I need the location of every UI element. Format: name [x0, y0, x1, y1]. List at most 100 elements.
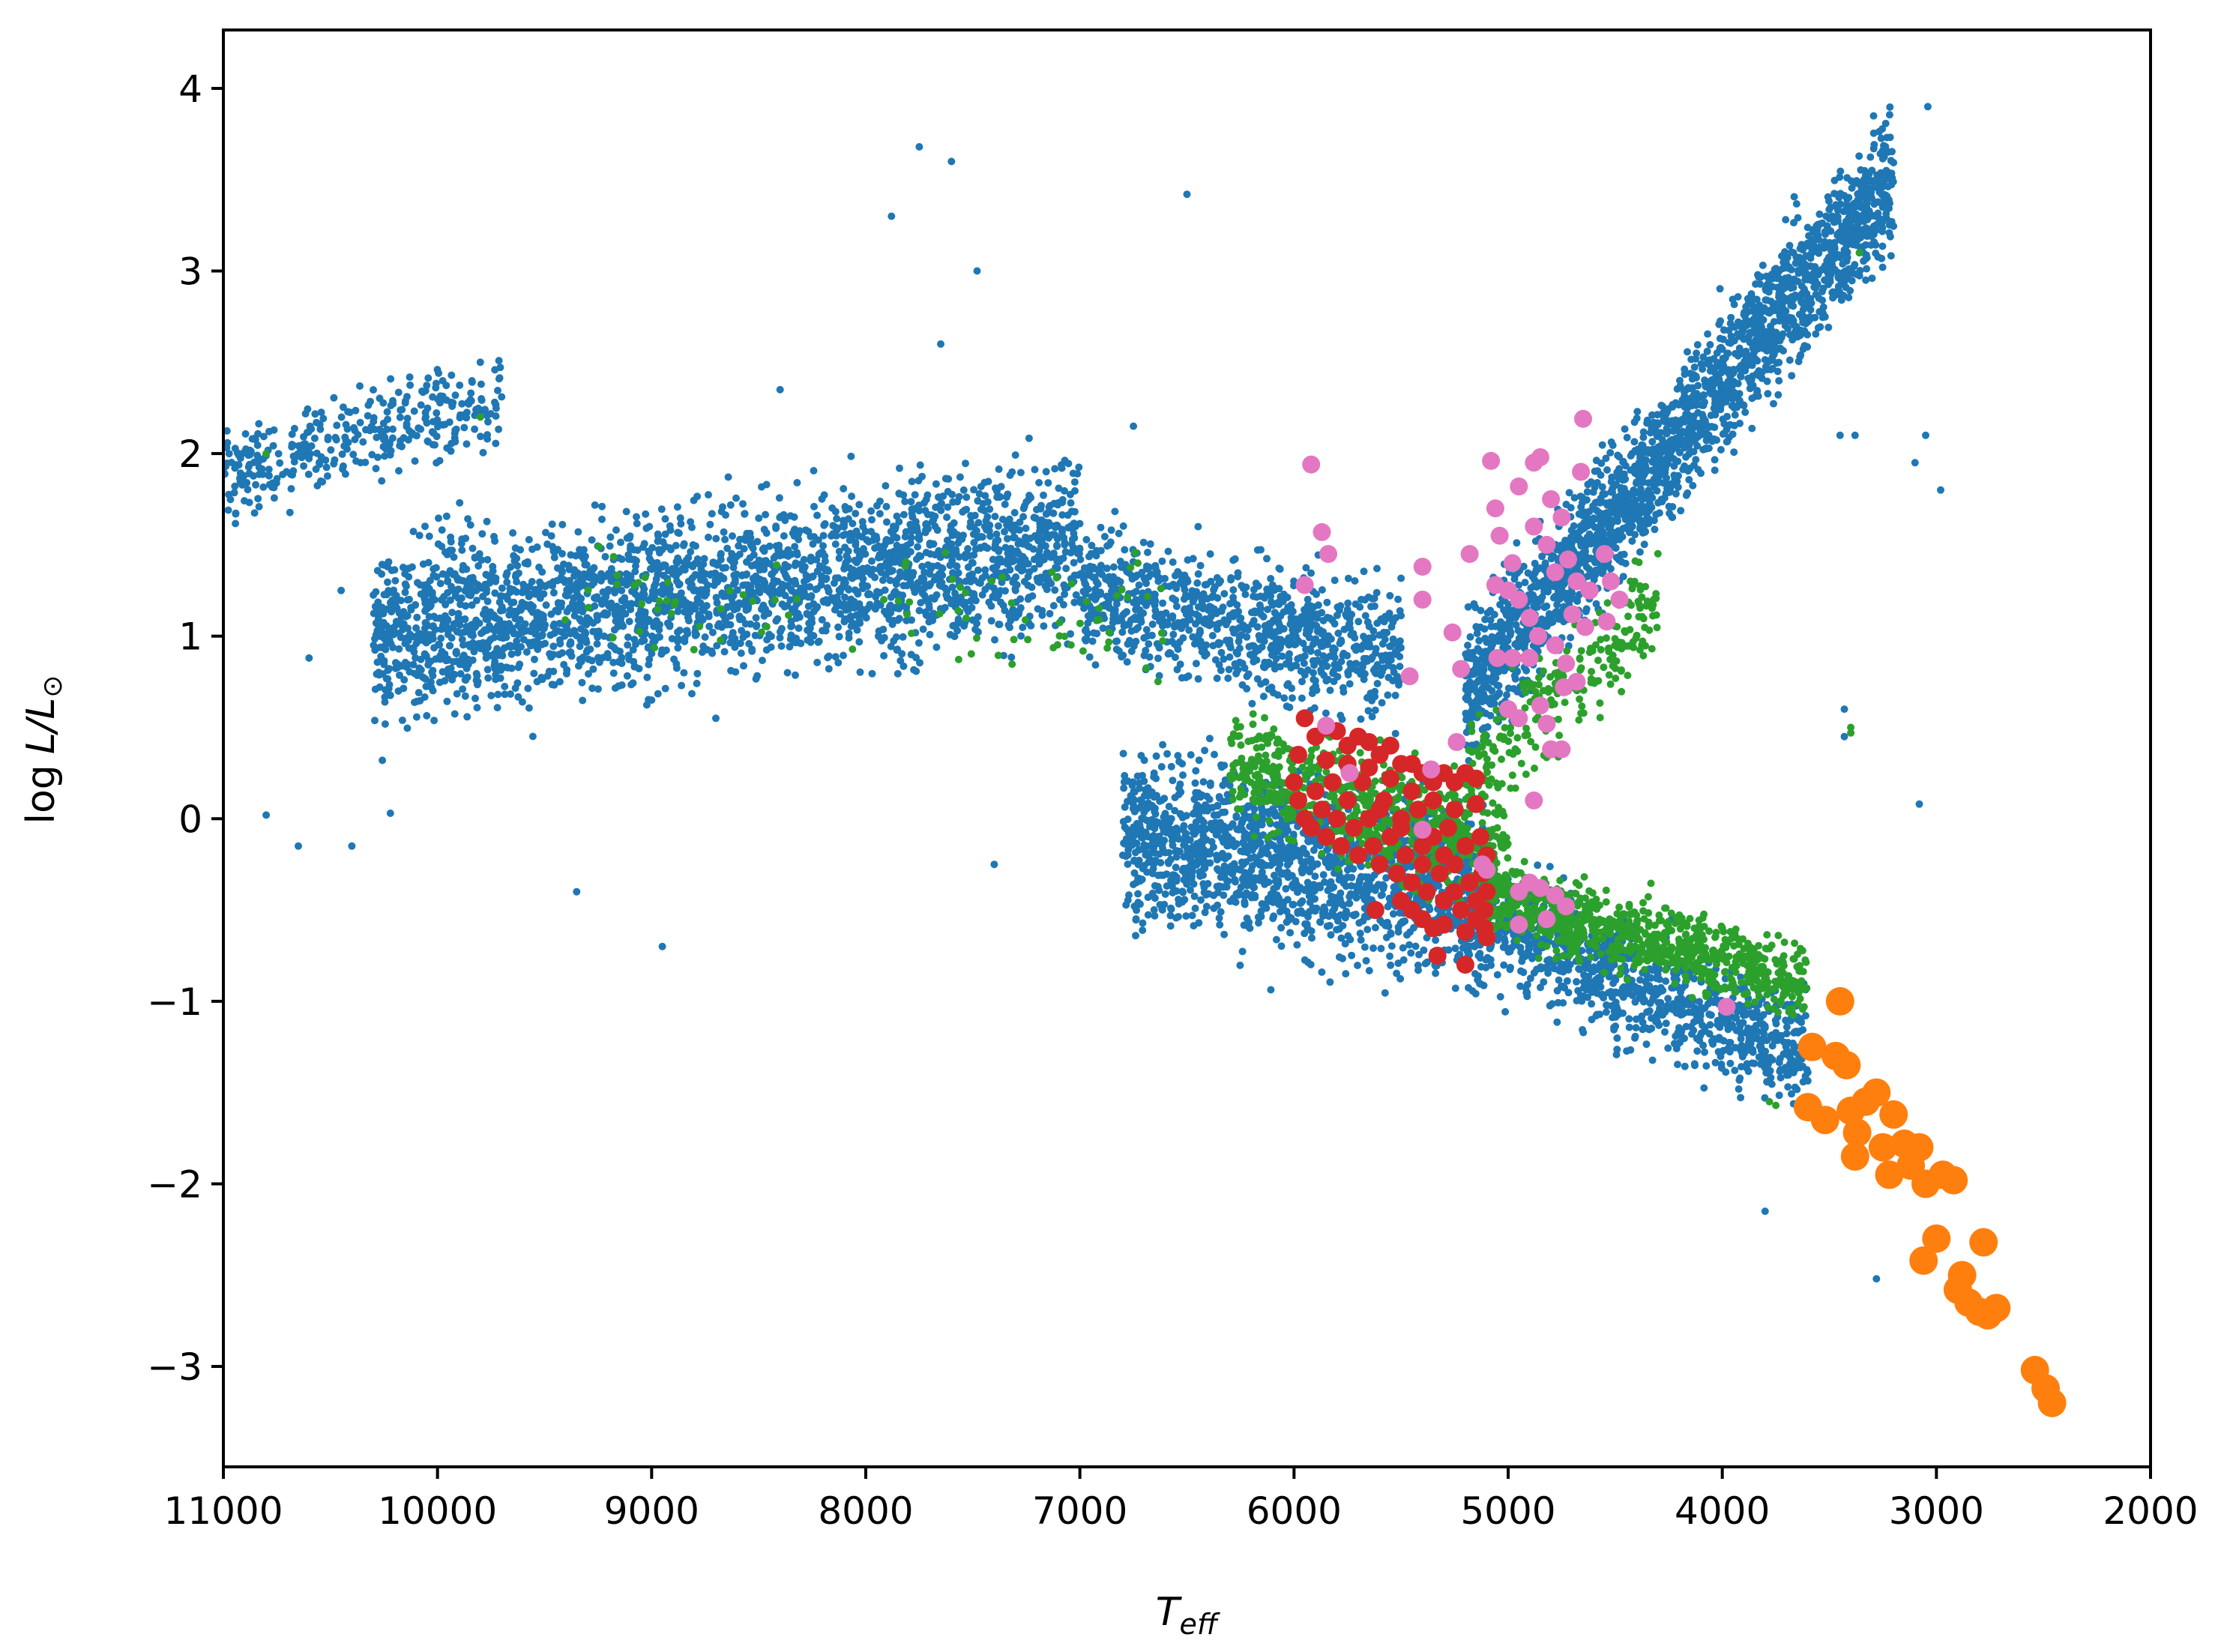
data-point-series-0 [1271, 628, 1279, 636]
data-point-series-0 [1356, 929, 1364, 938]
data-point-series-0 [1397, 574, 1405, 582]
data-point-series-0 [776, 633, 784, 642]
data-point-series-0 [1267, 890, 1275, 898]
data-point-series-0 [1199, 819, 1208, 827]
data-point-series-0 [1389, 910, 1397, 918]
data-point-series-0 [1067, 630, 1075, 638]
data-point-series-0 [1200, 619, 1208, 627]
data-point-series-0 [1357, 936, 1365, 944]
data-point-series-0 [1260, 663, 1268, 672]
data-point-series-0 [384, 666, 392, 675]
data-point-series-0 [804, 528, 813, 536]
data-point-series-0 [1034, 605, 1042, 613]
data-point-series-0 [573, 588, 581, 596]
data-point-series-0 [1208, 593, 1216, 601]
data-point-series-0 [1238, 681, 1247, 689]
data-point-series-0 [1390, 668, 1398, 676]
data-point-series-0 [1187, 751, 1195, 759]
data-point-series-0 [477, 630, 485, 637]
data-point-series-0 [1034, 552, 1042, 561]
data-point-series-0 [842, 606, 850, 614]
data-point-series-0 [442, 512, 450, 520]
data-point-series-0 [759, 576, 768, 585]
data-point-series-0 [1123, 658, 1131, 666]
data-point-series-0 [458, 636, 466, 644]
data-point-series-0 [421, 618, 430, 627]
data-point-series-0 [1031, 465, 1039, 474]
data-point-series-0 [1256, 839, 1264, 848]
data-point-series-0 [1058, 511, 1067, 519]
data-point-series-0 [831, 574, 840, 582]
data-point-series-0 [846, 536, 854, 544]
data-point-series-0 [370, 641, 378, 649]
data-point-series-0 [1024, 581, 1032, 589]
data-point-series-0 [840, 485, 848, 492]
data-point-series-0 [385, 558, 393, 566]
data-point-series-0 [507, 563, 515, 571]
data-point-series-0 [1279, 901, 1287, 909]
data-point-series-0 [642, 510, 650, 518]
data-point-series-0 [622, 507, 630, 516]
data-point-series-0 [1313, 686, 1321, 694]
data-point-series-0 [491, 589, 499, 597]
data-point-series-0 [1139, 864, 1147, 872]
data-point-series-0 [1233, 840, 1241, 848]
data-point-series-0 [577, 625, 585, 633]
data-point-series-0 [510, 598, 518, 606]
data-point-series-0 [1224, 674, 1232, 682]
data-point-series-0 [807, 612, 815, 621]
data-point-series-0 [852, 510, 860, 518]
data-point-series-0 [1316, 918, 1325, 926]
data-point-series-0 [385, 624, 393, 633]
data-point-series-0 [890, 637, 898, 645]
data-point-series-0 [1168, 637, 1176, 645]
data-point-series-0 [553, 576, 561, 585]
data-point-series-0 [760, 563, 768, 570]
data-point-series-0 [890, 531, 898, 540]
data-point-series-0 [1357, 670, 1365, 678]
data-point-series-0 [474, 562, 483, 570]
data-point-series-0 [1097, 546, 1105, 555]
data-point-series-0 [1130, 642, 1138, 650]
data-point-series-0 [1355, 919, 1363, 927]
data-point-series-0 [436, 678, 444, 687]
data-point-series-0 [1004, 560, 1011, 568]
data-point-series-0 [907, 498, 915, 506]
data-point-series-0 [1192, 660, 1200, 668]
data-point-series-0 [570, 612, 579, 620]
data-point-series-0 [1193, 579, 1202, 587]
data-point-series-0 [428, 622, 436, 630]
data-point-series-0 [992, 537, 1000, 546]
data-point-series-0 [1270, 912, 1278, 920]
data-point-series-0 [926, 630, 934, 639]
data-point-series-0 [755, 514, 763, 522]
data-point-series-0 [984, 477, 992, 486]
data-point-series-0 [1181, 571, 1189, 579]
data-point-series-0 [574, 528, 582, 536]
data-point-series-0 [378, 561, 386, 569]
data-point-series-0 [1042, 519, 1050, 527]
data-point-series-0 [758, 605, 765, 613]
data-point-series-0 [791, 525, 799, 534]
data-point-series-0 [770, 579, 778, 587]
data-point-series-0 [1310, 846, 1318, 854]
data-point-series-0 [937, 582, 945, 590]
data-point-series-0 [1144, 549, 1151, 556]
data-point-series-0 [1246, 924, 1254, 932]
data-point-series-0 [647, 557, 655, 565]
data-point-series-0 [442, 657, 450, 665]
scatter-marks [223, 103, 2067, 1417]
data-point-series-0 [625, 618, 633, 626]
data-point-series-0 [640, 585, 648, 593]
data-point-series-0 [1256, 601, 1264, 609]
data-point-series-0 [672, 664, 681, 672]
data-point-series-0 [1091, 585, 1100, 594]
data-point-series-0 [593, 593, 601, 601]
data-point-series-0 [720, 648, 729, 656]
data-point-series-0 [806, 582, 814, 591]
data-point-series-0 [1130, 881, 1137, 888]
data-point-series-0 [1383, 629, 1391, 636]
data-point-series-0 [1062, 564, 1070, 573]
